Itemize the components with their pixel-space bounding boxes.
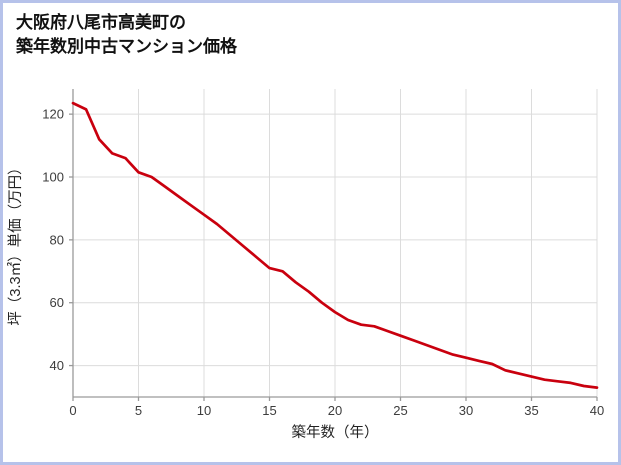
chart-title: 大阪府八尾市高美町の 築年数別中古マンション価格: [16, 11, 237, 59]
price-line: [71, 101, 599, 389]
y-tick-label: 80: [50, 232, 64, 247]
x-tick-label: 35: [524, 403, 538, 418]
x-tick-label: 10: [197, 403, 211, 418]
x-tick-label: 25: [393, 403, 407, 418]
x-tick-label: 5: [135, 403, 142, 418]
y-tick-label: 40: [50, 358, 64, 373]
price-line-series: [71, 101, 599, 389]
chart-title-line2: 築年数別中古マンション価格: [16, 37, 237, 56]
x-tick-label: 30: [459, 403, 473, 418]
tick-labels: 0 5 10 15 20 25 30 35 40 40 60 80 100 120: [42, 107, 604, 418]
x-tick-label: 20: [328, 403, 342, 418]
x-tick-label: 15: [262, 403, 276, 418]
tick-marks: [69, 113, 598, 401]
line-chart: 0 5 10 15 20 25 30 35 40 40 60 80 100 120 築年数（年） 坪（3.…: [7, 89, 604, 441]
gridlines: [73, 89, 598, 397]
y-tick-label: 100: [42, 170, 64, 185]
x-axis-label: 築年数（年）: [292, 423, 379, 441]
x-tick-label: 40: [590, 403, 604, 418]
chart-title-line1: 大阪府八尾市高美町の: [16, 13, 186, 32]
y-tick-label: 120: [42, 107, 64, 122]
y-axis-label: 坪（3.3㎡）単価（万円）: [7, 160, 24, 325]
y-tick-label: 60: [50, 295, 64, 310]
x-tick-label: 0: [69, 403, 76, 418]
